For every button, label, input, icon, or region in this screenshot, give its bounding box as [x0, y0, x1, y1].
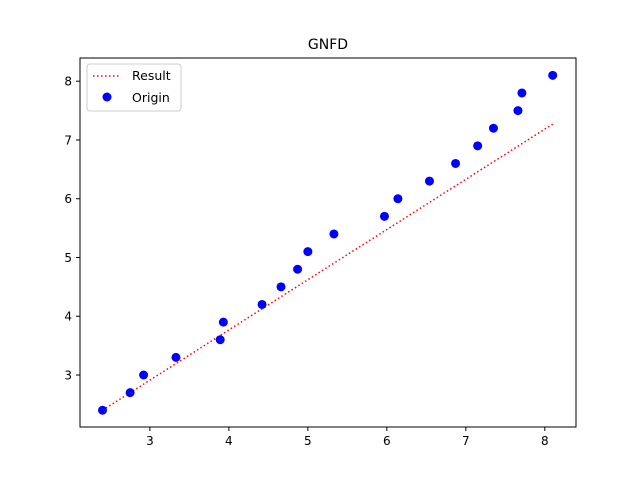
origin-point: [171, 352, 181, 362]
origin-point: [393, 194, 403, 204]
origin-point: [276, 282, 286, 292]
origin-point: [513, 106, 523, 116]
legend-origin-marker: [102, 92, 112, 102]
y-tick-label: 3: [64, 368, 72, 382]
x-tick-label: 7: [462, 434, 470, 448]
legend: Result Origin: [86, 63, 182, 112]
origin-point: [293, 264, 303, 274]
x-tick-label: 4: [225, 434, 233, 448]
chart-title: GNFD: [308, 37, 348, 53]
y-tick-label: 5: [64, 251, 72, 265]
origin-point: [424, 176, 434, 186]
origin-point: [98, 405, 108, 415]
origin-point: [473, 141, 483, 151]
origin-point: [451, 158, 461, 168]
origin-point: [257, 299, 267, 309]
origin-point: [379, 211, 389, 221]
x-tick-label: 3: [146, 434, 154, 448]
origin-point: [517, 88, 527, 98]
x-tick-label: 6: [383, 434, 391, 448]
origin-point: [329, 229, 339, 239]
origin-point: [215, 335, 225, 345]
x-tick-label: 5: [304, 434, 312, 448]
axes-frame: [79, 57, 577, 428]
plot-area: [98, 70, 558, 415]
origin-point: [548, 70, 558, 80]
origin-point: [488, 123, 498, 133]
y-tick-label: 7: [64, 133, 72, 147]
origin-point: [125, 388, 135, 398]
origin-point: [139, 370, 149, 380]
origin-point: [303, 247, 313, 257]
legend-label-result: Result: [132, 68, 171, 83]
y-tick-label: 6: [64, 192, 72, 206]
y-tick-label: 8: [64, 75, 72, 89]
x-tick-label: 8: [541, 434, 549, 448]
y-tick-label: 4: [64, 310, 72, 324]
legend-label-origin: Origin: [132, 90, 170, 105]
result-line: [102, 123, 554, 411]
origin-point: [218, 317, 228, 327]
axis-ticks: 3 4 5 6 7 8 3 4 5 6 7 8: [64, 75, 548, 448]
